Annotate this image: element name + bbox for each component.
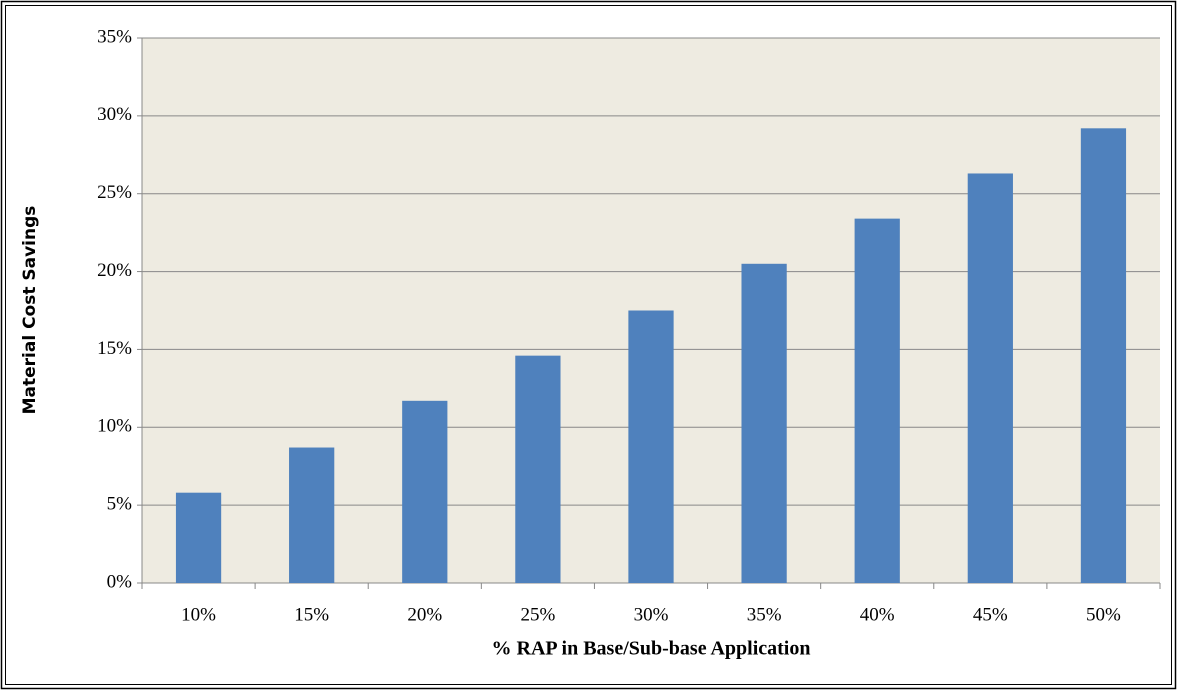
x-tick-label: 30% — [634, 604, 669, 625]
y-tick-label: 25% — [97, 182, 132, 203]
x-axis-title: % RAP in Base/Sub-base Application — [492, 638, 811, 660]
y-axis-title: Material Cost Savings — [20, 206, 40, 415]
x-tick-label: 35% — [747, 604, 782, 625]
bar — [854, 218, 900, 583]
y-tick-label: 35% — [97, 26, 132, 47]
x-tick-label: 25% — [520, 604, 555, 625]
y-tick-label: 10% — [97, 416, 132, 437]
y-tick-label: 0% — [107, 571, 133, 592]
x-tick-label: 10% — [181, 604, 216, 625]
bar — [967, 173, 1013, 583]
x-tick-label: 45% — [973, 604, 1008, 625]
bar — [741, 263, 787, 583]
bar — [628, 310, 674, 583]
y-tick-label: 15% — [97, 338, 132, 359]
bar — [402, 400, 448, 583]
inner-frame — [5, 5, 1172, 685]
x-tick-label: 20% — [407, 604, 442, 625]
bar — [1080, 128, 1127, 584]
y-tick-label: 20% — [97, 260, 132, 281]
x-tick-label: 50% — [1086, 604, 1121, 625]
bar — [289, 447, 335, 583]
bar — [175, 492, 222, 583]
x-tick-label: 15% — [294, 604, 329, 625]
bar — [515, 355, 561, 583]
y-tick-label: 5% — [107, 494, 133, 515]
x-tick-label: 40% — [860, 604, 895, 625]
y-tick-label: 30% — [97, 104, 132, 125]
